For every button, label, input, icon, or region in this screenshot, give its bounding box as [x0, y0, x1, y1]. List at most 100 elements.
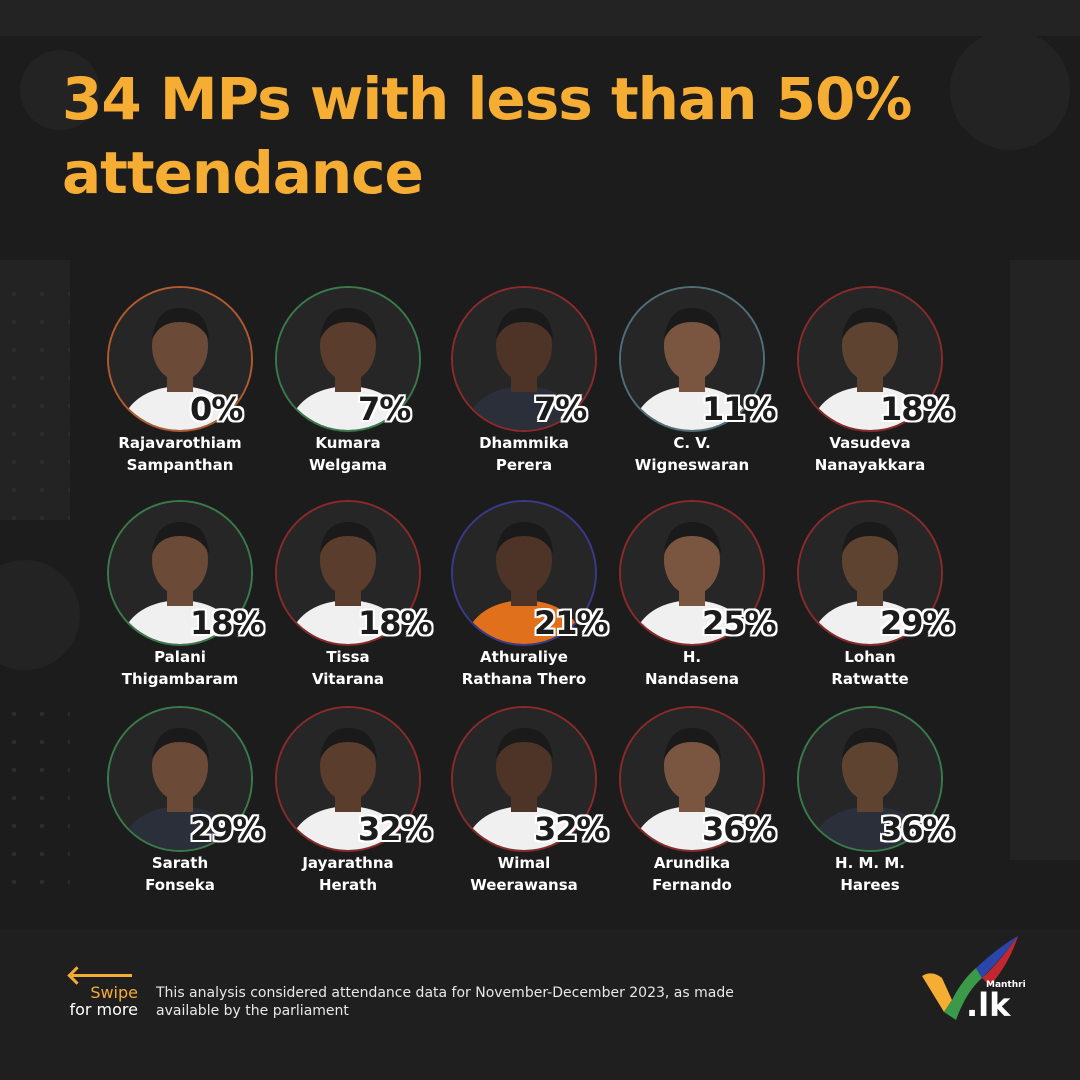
mp-first-name: Kumara — [315, 434, 381, 452]
mp-last-name: Rathana Thero — [461, 670, 587, 688]
mp-photo — [107, 286, 253, 432]
portrait-icon — [621, 288, 763, 430]
mp-card: 36% Arundika Fernando — [592, 706, 792, 906]
mp-photo — [451, 286, 597, 432]
logo-small-text: Manthri — [986, 980, 1026, 990]
mp-name: Sarath Fonseka — [80, 852, 280, 896]
mp-photo — [275, 500, 421, 646]
mp-name: Vasudeva Nanayakkara — [770, 432, 970, 476]
mp-first-name: Palani — [154, 648, 206, 666]
mp-first-name: H. — [682, 648, 702, 666]
mp-first-name: Lohan — [844, 648, 896, 666]
mp-photo — [619, 500, 765, 646]
mp-name: H. M. M. Harees — [770, 852, 970, 896]
mp-name: Tissa Vitarana — [248, 646, 448, 690]
attendance-percentage: 21% — [534, 604, 609, 642]
attendance-percentage: 36% — [702, 810, 777, 848]
swipe-hint[interactable]: Swipe for more — [58, 966, 138, 1018]
mp-last-name: Vitarana — [311, 670, 385, 688]
mp-last-name: Weerawansa — [470, 876, 578, 894]
attendance-percentage: 29% — [880, 604, 955, 642]
attendance-percentage: 32% — [358, 810, 433, 848]
mp-last-name: Nandasena — [644, 670, 740, 688]
attendance-percentage: 36% — [880, 810, 955, 848]
portrait-icon — [109, 502, 251, 644]
portrait-icon — [621, 502, 763, 644]
portrait-icon — [799, 288, 941, 430]
mp-name: H. Nandasena — [592, 646, 792, 690]
mp-card: 29% Sarath Fonseka — [80, 706, 280, 906]
mp-first-name: Arundika — [653, 854, 731, 872]
mp-first-name: H. M. M. — [835, 854, 905, 872]
swipe-label: Swipe — [90, 983, 138, 1002]
mp-photo — [107, 706, 253, 852]
mp-last-name: Ratwatte — [831, 670, 909, 688]
mp-last-name: Perera — [495, 456, 553, 474]
manthri-logo: Manthri .lk — [918, 934, 1028, 1024]
portrait-icon — [109, 288, 251, 430]
mp-card: 32% Jayarathna Herath — [248, 706, 448, 906]
mp-card: 7% Kumara Welgama — [248, 286, 448, 486]
mp-last-name: Wigneswaran — [634, 456, 750, 474]
attendance-percentage: 18% — [880, 390, 955, 428]
attendance-percentage: 7% — [358, 390, 411, 428]
mp-first-name: C. V. — [673, 434, 711, 452]
page-title: 34 MPs with less than 50% attendance — [62, 65, 912, 207]
mp-name: Wimal Weerawansa — [424, 852, 624, 896]
mp-last-name: Fernando — [652, 876, 732, 894]
attendance-percentage: 18% — [358, 604, 433, 642]
portrait-icon — [799, 708, 941, 850]
portrait-icon — [109, 708, 251, 850]
mp-last-name: Nanayakkara — [814, 456, 926, 474]
portrait-icon — [621, 708, 763, 850]
portrait-icon — [453, 502, 595, 644]
attendance-percentage: 7% — [534, 390, 587, 428]
mp-name: C. V. Wigneswaran — [592, 432, 792, 476]
portrait-icon — [277, 288, 419, 430]
mp-last-name: Sampanthan — [126, 456, 234, 474]
mp-photo — [275, 286, 421, 432]
mp-photo — [619, 286, 765, 432]
swipe-sublabel: for more — [69, 1000, 138, 1019]
footnote: This analysis considered attendance data… — [156, 985, 734, 1019]
mp-card: 36% H. M. M. Harees — [770, 706, 970, 906]
checkmark-logo-icon — [922, 936, 1018, 1020]
mp-photo — [797, 286, 943, 432]
mp-last-name: Fonseka — [145, 876, 215, 894]
mp-card: 25% H. Nandasena — [592, 500, 792, 700]
mp-photo — [107, 500, 253, 646]
mp-photo — [451, 500, 597, 646]
portrait-icon — [277, 502, 419, 644]
mp-card: 29% Lohan Ratwatte — [770, 500, 970, 700]
mp-photo — [797, 706, 943, 852]
mp-first-name: Tissa — [326, 648, 370, 666]
portrait-icon — [799, 502, 941, 644]
mp-last-name: Thigambaram — [121, 670, 239, 688]
attendance-percentage: 25% — [702, 604, 777, 642]
mp-photo — [451, 706, 597, 852]
attendance-percentage: 11% — [702, 390, 777, 428]
mp-photo — [797, 500, 943, 646]
mp-card: 0% Rajavarothiam Sampanthan — [80, 286, 280, 486]
mp-name: Palani Thigambaram — [80, 646, 280, 690]
mp-first-name: Dhammika — [479, 434, 569, 452]
mp-photo — [275, 706, 421, 852]
logo-text: .lk — [966, 986, 1011, 1024]
portrait-icon — [453, 288, 595, 430]
mp-name: Kumara Welgama — [248, 432, 448, 476]
mp-card: 18% Palani Thigambaram — [80, 500, 280, 700]
mp-photo — [619, 706, 765, 852]
attendance-percentage: 32% — [534, 810, 609, 848]
mp-name: Athuraliye Rathana Thero — [424, 646, 624, 690]
mp-name: Lohan Ratwatte — [770, 646, 970, 690]
mp-first-name: Athuraliye — [480, 648, 568, 666]
mp-first-name: Sarath — [151, 854, 209, 872]
mp-name: Arundika Fernando — [592, 852, 792, 896]
mp-first-name: Jayarathna — [302, 854, 394, 872]
attendance-percentage: 29% — [190, 810, 265, 848]
mp-first-name: Wimal — [497, 854, 551, 872]
mp-name: Dhammika Perera — [424, 432, 624, 476]
portrait-icon — [277, 708, 419, 850]
mp-first-name: Rajavarothiam — [118, 434, 242, 452]
